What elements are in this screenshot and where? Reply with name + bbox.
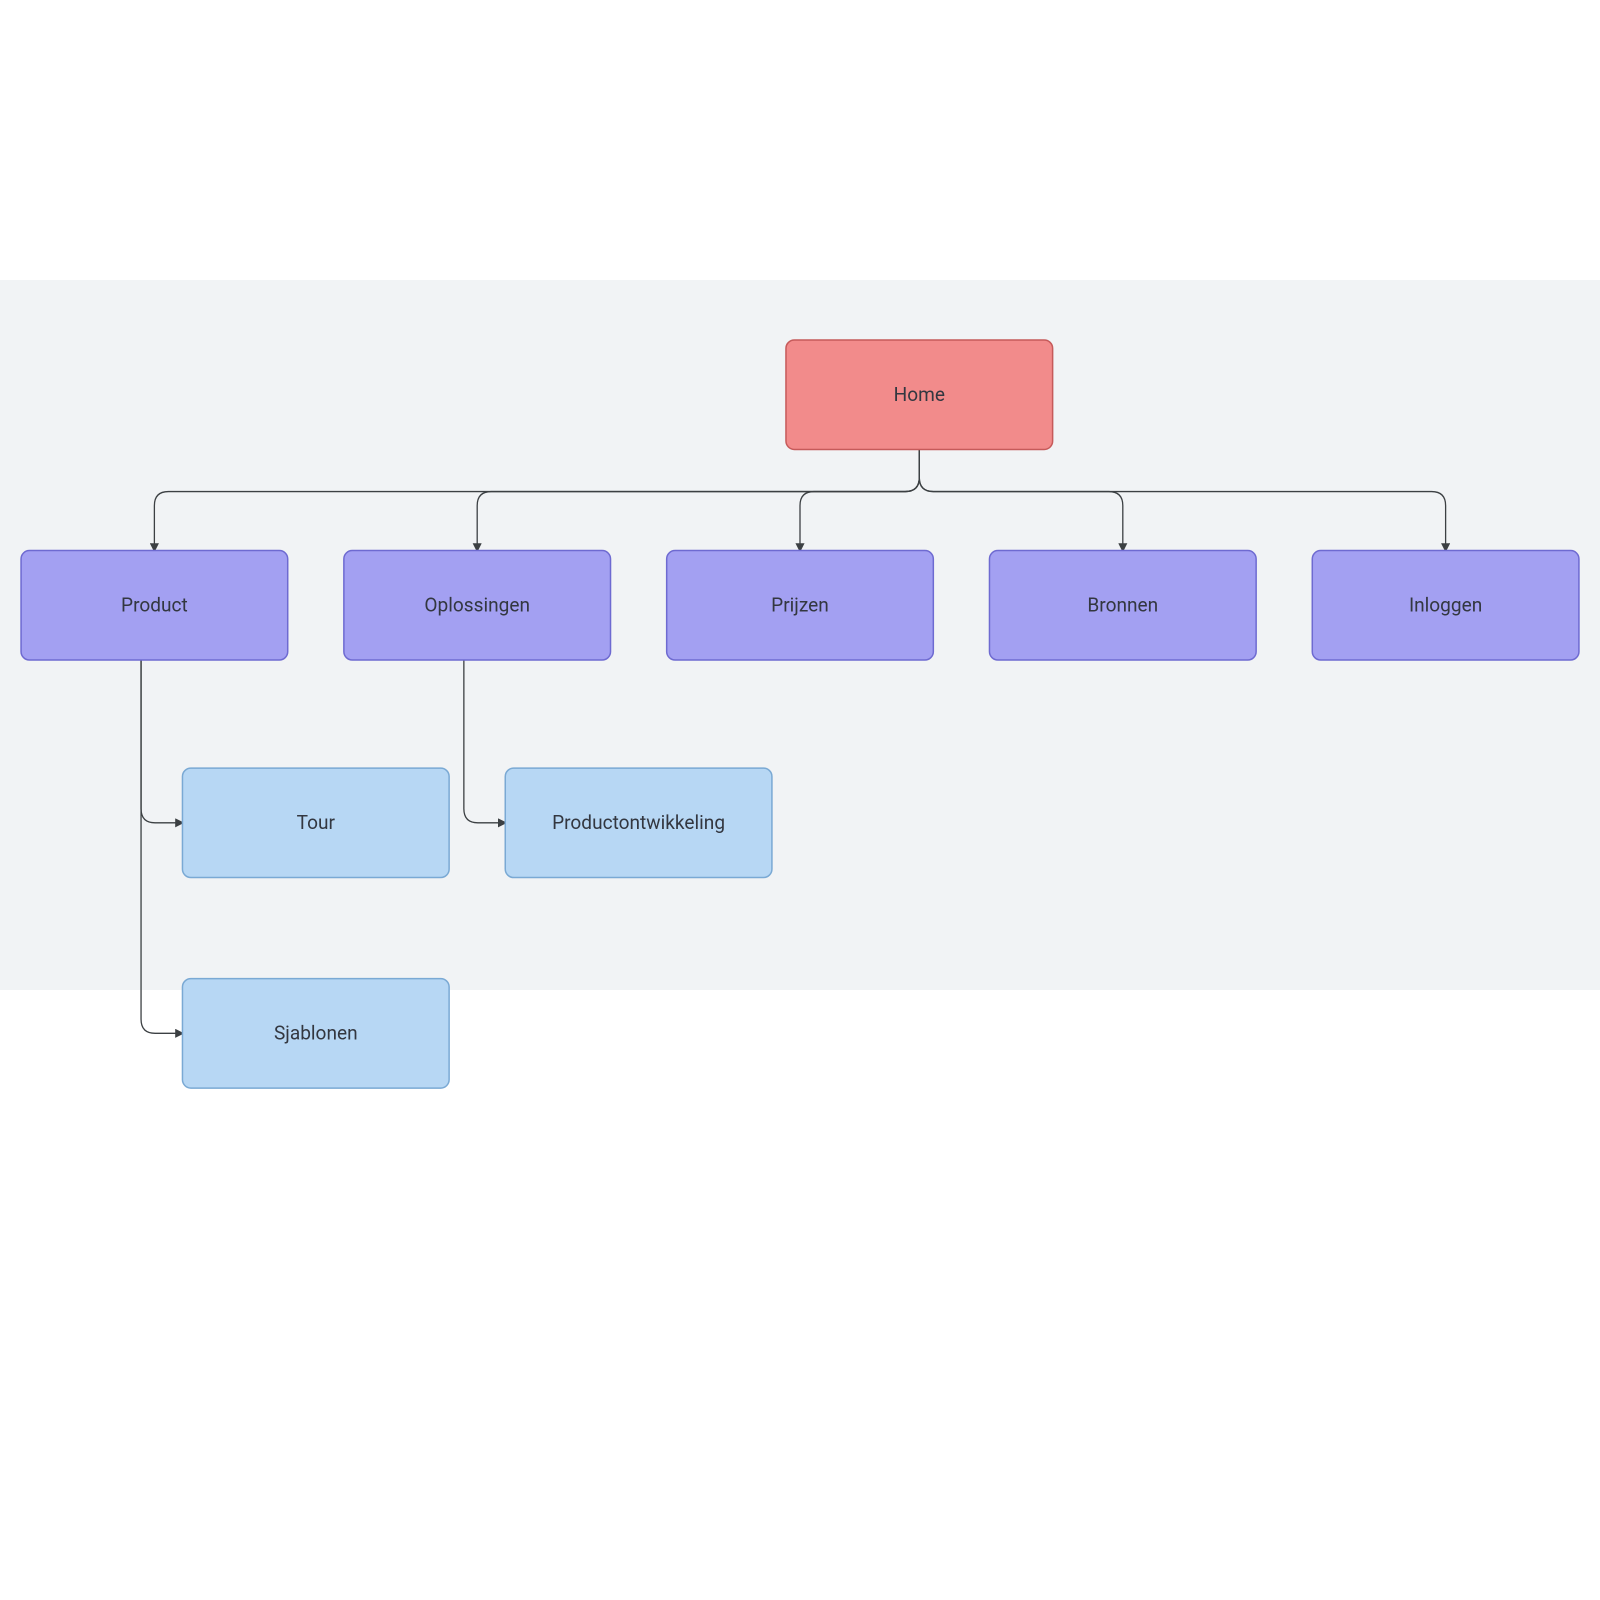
node-tour[interactable]: Tour: [182, 768, 449, 877]
nodes-layer: Home Product Oplossingen Prijzen Bronnen Inlo…: [21, 340, 1579, 1088]
node-tour-label: Tour: [297, 811, 336, 834]
node-inloggen[interactable]: Inloggen: [1312, 551, 1579, 660]
edge-home-to-prijzen: [800, 449, 919, 550]
node-bronnen-label: Bronnen: [1087, 593, 1158, 616]
edges-layer: [141, 449, 1446, 1033]
node-home-label: Home: [894, 383, 945, 406]
node-inloggen-label: Inloggen: [1409, 593, 1482, 616]
edge-home-to-product: [154, 449, 919, 550]
node-oploss[interactable]: Oplossingen: [344, 551, 611, 660]
node-oploss-label: Oplossingen: [424, 593, 530, 616]
node-prijzen-label: Prijzen: [771, 593, 829, 616]
node-sjab-label: Sjablonen: [274, 1021, 358, 1044]
node-prodont[interactable]: Productontwikkeling: [505, 768, 772, 877]
edge-home-to-bronnen: [919, 449, 1123, 550]
node-product[interactable]: Product: [21, 551, 288, 660]
edge-home-to-inloggen: [919, 449, 1445, 550]
node-sjab[interactable]: Sjablonen: [182, 979, 449, 1088]
node-product-label: Product: [121, 593, 188, 616]
edge-oploss-to-prodont: [464, 660, 505, 823]
edge-home-to-oploss: [477, 449, 919, 550]
node-prijzen[interactable]: Prijzen: [667, 551, 934, 660]
node-prodont-label: Productontwikkeling: [552, 811, 725, 834]
node-home[interactable]: Home: [786, 340, 1053, 449]
sitemap-diagram: Home Product Oplossingen Prijzen Bronnen Inlo…: [0, 0, 1600, 1600]
node-bronnen[interactable]: Bronnen: [989, 551, 1256, 660]
edge-product-to-sjab: [141, 660, 182, 1033]
edge-product-to-tour: [141, 660, 182, 823]
